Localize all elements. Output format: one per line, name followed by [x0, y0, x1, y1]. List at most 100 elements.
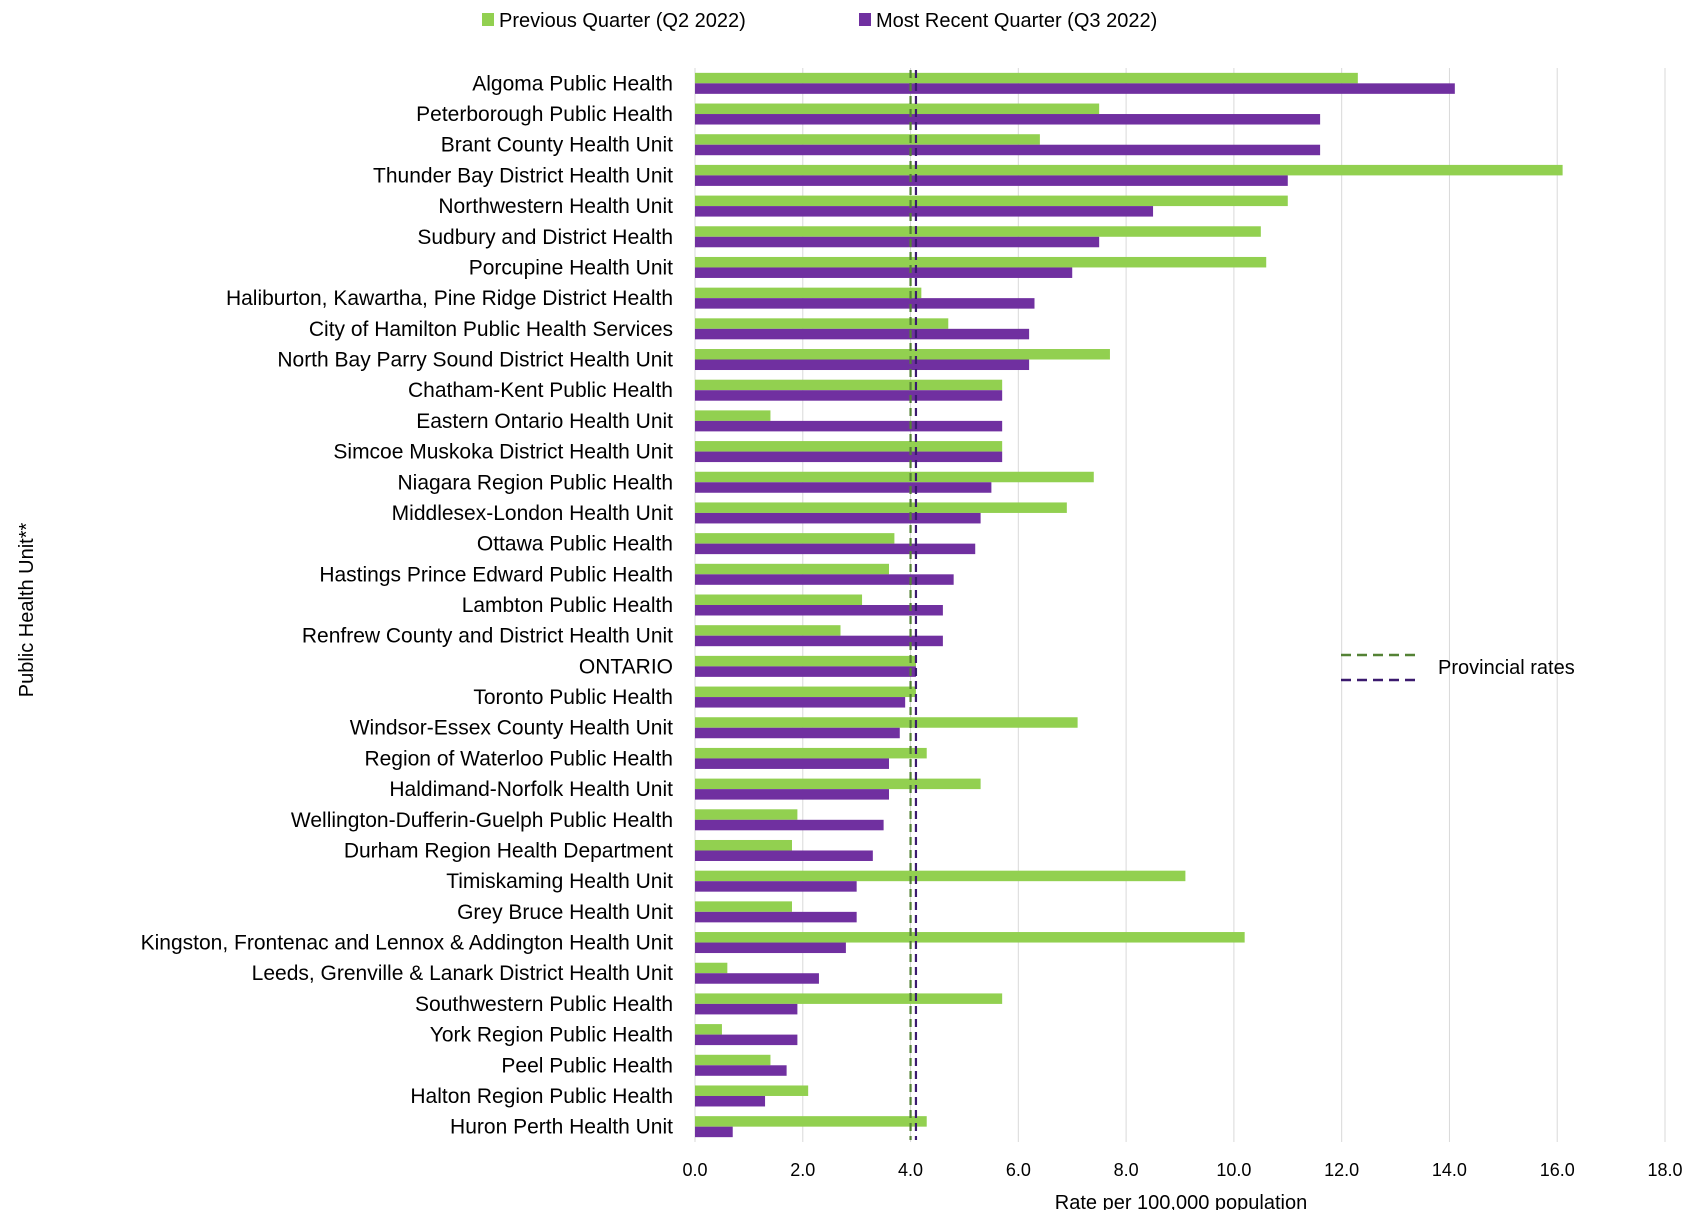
bar-most-recent-quarter-sudbury-and-district-health [695, 236, 1100, 248]
bar-previous-quarter-wellington-dufferin-guelph-public-health [695, 809, 798, 820]
category-label-halton-region-public-health: Halton Region Public Health [410, 1085, 673, 1108]
bar-previous-quarter-grey-bruce-health-unit [695, 901, 792, 912]
bar-previous-quarter-halton-region-public-health [695, 1085, 809, 1096]
category-label-haliburton-kawartha-pine-ridge-district-health: Haliburton, Kawartha, Pine Ridge Distric… [226, 287, 673, 310]
bar-previous-quarter-brant-county-health-unit [695, 134, 1040, 145]
bar-most-recent-quarter-niagara-region-public-health [695, 482, 992, 493]
bar-most-recent-quarter-middlesex-london-health-unit [695, 512, 981, 524]
bar-previous-quarter-hastings-prince-edward-public-health [695, 563, 889, 575]
bar-previous-quarter-durham-region-health-department [695, 839, 792, 851]
bar-most-recent-quarter-toronto-public-health [695, 697, 906, 708]
bar-most-recent-quarter-kingston-frontenac-and-lennox-addington-health-unit [695, 942, 846, 954]
category-label-durham-region-health-department: Durham Region Health Department [344, 839, 673, 862]
category-label-timiskaming-health-unit: Timiskaming Health Unit [446, 870, 673, 893]
x-axis-title: Rate per 100,000 population [1055, 1192, 1307, 1210]
category-label-ottawa-public-health: Ottawa Public Health [477, 533, 673, 556]
legend: Previous Quarter (Q2 2022) Most Recent Q… [482, 10, 1157, 32]
category-label-porcupine-health-unit: Porcupine Health Unit [469, 256, 673, 279]
category-label-niagara-region-public-health: Niagara Region Public Health [398, 471, 674, 494]
bar-most-recent-quarter-porcupine-health-unit [695, 267, 1073, 278]
bar-most-recent-quarter-renfrew-county-and-district-health-unit [695, 635, 943, 647]
category-label-hastings-prince-edward-public-health: Hastings Prince Edward Public Health [319, 563, 673, 586]
bar-most-recent-quarter-algoma-public-health [695, 83, 1455, 94]
legend-label-most-recent-quarter: Most Recent Quarter (Q3 2022) [876, 10, 1157, 32]
x-tick-label: 4.0 [898, 1160, 923, 1180]
bar-most-recent-quarter-eastern-ontario-health-unit [695, 420, 1003, 432]
category-label-windsor-essex-county-health-unit: Windsor-Essex County Health Unit [350, 717, 673, 740]
bar-most-recent-quarter-peel-public-health [695, 1065, 787, 1076]
category-label-renfrew-county-and-district-health-unit: Renfrew County and District Health Unit [302, 625, 673, 648]
bar-previous-quarter-timiskaming-health-unit [695, 870, 1186, 882]
x-tick-label: 16.0 [1540, 1160, 1575, 1180]
bar-most-recent-quarter-peterborough-public-health [695, 114, 1321, 125]
bar-most-recent-quarter-city-of-hamilton-public-health-services [695, 328, 1030, 340]
category-label-region-of-waterloo-public-health: Region of Waterloo Public Health [364, 747, 673, 770]
category-labels: Algoma Public Health Peterborough Public … [141, 72, 674, 1138]
bar-previous-quarter-city-of-hamilton-public-health-services [695, 318, 949, 329]
bar-previous-quarter-renfrew-county-and-district-health-unit [695, 625, 841, 636]
x-tick-label: 6.0 [1006, 1160, 1031, 1180]
category-label-middlesex-london-health-unit: Middlesex-London Health Unit [392, 502, 673, 525]
category-label-ontario: ONTARIO [579, 655, 673, 678]
category-label-haldimand-norfolk-health-unit: Haldimand-Norfolk Health Unit [389, 778, 673, 801]
bar-most-recent-quarter-york-region-public-health [695, 1034, 798, 1046]
bar-previous-quarter-lambton-public-health [695, 594, 863, 605]
bar-most-recent-quarter-huron-perth-health-unit [695, 1126, 733, 1138]
bar-most-recent-quarter-northwestern-health-unit [695, 206, 1154, 217]
category-label-north-bay-parry-sound-district-health-unit: North Bay Parry Sound District Health Un… [277, 349, 673, 372]
bar-most-recent-quarter-southwestern-public-health [695, 1003, 798, 1015]
bar-previous-quarter-haliburton-kawartha-pine-ridge-district-health [695, 287, 922, 299]
bar-most-recent-quarter-leeds-grenville-lanark-district-health-unit [695, 973, 819, 984]
x-tick-label: 0.0 [682, 1160, 707, 1180]
provincial-rates-annotation: Provincial rates [1341, 653, 1575, 682]
bar-previous-quarter-kingston-frontenac-and-lennox-addington-health-unit [695, 932, 1245, 943]
legend-swatch-previous-quarter [482, 13, 494, 26]
bar-previous-quarter-windsor-essex-county-health-unit [695, 717, 1078, 728]
bar-previous-quarter-haldimand-norfolk-health-unit [695, 778, 981, 790]
bar-previous-quarter-niagara-region-public-health [695, 471, 1094, 483]
x-tick-label: 14.0 [1432, 1160, 1467, 1180]
bar-most-recent-quarter-haliburton-kawartha-pine-ridge-district-health [695, 298, 1035, 309]
legend-swatch-most-recent-quarter [859, 13, 871, 26]
bar-previous-quarter-region-of-waterloo-public-health [695, 747, 927, 759]
bar-previous-quarter-peel-public-health [695, 1054, 771, 1066]
bar-most-recent-quarter-windsor-essex-county-health-unit [695, 727, 900, 739]
bar-previous-quarter-sudbury-and-district-health [695, 226, 1261, 237]
bar-previous-quarter-toronto-public-health [695, 686, 916, 698]
bar-previous-quarter-ottawa-public-health [695, 533, 895, 544]
bar-most-recent-quarter-haldimand-norfolk-health-unit [695, 789, 889, 800]
category-label-thunder-bay-district-health-unit: Thunder Bay District Health Unit [373, 164, 673, 187]
bar-previous-quarter-york-region-public-health [695, 1024, 722, 1035]
category-label-city-of-hamilton-public-health-services: City of Hamilton Public Health Services [309, 318, 673, 341]
bar-previous-quarter-leeds-grenville-lanark-district-health-unit [695, 962, 728, 974]
category-label-wellington-dufferin-guelph-public-health: Wellington-Dufferin-Guelph Public Health [291, 809, 673, 832]
bar-most-recent-quarter-halton-region-public-health [695, 1095, 766, 1107]
bar-most-recent-quarter-durham-region-health-department [695, 850, 873, 861]
bar-most-recent-quarter-timiskaming-health-unit [695, 881, 857, 892]
bar-most-recent-quarter-simcoe-muskoka-district-health-unit [695, 451, 1003, 463]
x-tick-label: 10.0 [1216, 1160, 1251, 1180]
bar-most-recent-quarter-hastings-prince-edward-public-health [695, 574, 954, 585]
x-tick-label: 2.0 [790, 1160, 815, 1180]
x-tick-label: 8.0 [1114, 1160, 1139, 1180]
bar-previous-quarter-northwestern-health-unit [695, 195, 1288, 207]
category-label-huron-perth-health-unit: Huron Perth Health Unit [450, 1116, 673, 1139]
x-tick-label: 12.0 [1324, 1160, 1359, 1180]
category-label-algoma-public-health: Algoma Public Health [472, 72, 673, 95]
bar-previous-quarter-chatham-kent-public-health [695, 379, 1003, 391]
category-label-northwestern-health-unit: Northwestern Health Unit [438, 195, 673, 218]
category-label-sudbury-and-district-health: Sudbury and District Health [417, 226, 673, 249]
category-label-brant-county-health-unit: Brant County Health Unit [441, 134, 673, 157]
bar-most-recent-quarter-grey-bruce-health-unit [695, 911, 857, 923]
bar-most-recent-quarter-region-of-waterloo-public-health [695, 758, 889, 769]
reference-lines [909, 70, 918, 1140]
bar-previous-quarter-ontario [695, 655, 916, 667]
category-label-simcoe-muskoka-district-health-unit: Simcoe Muskoka District Health Unit [333, 441, 673, 464]
category-label-kingston-frontenac-and-lennox-addington-health-unit: Kingston, Frontenac and Lennox & Addingt… [141, 932, 674, 955]
bar-most-recent-quarter-ottawa-public-health [695, 543, 976, 555]
category-label-chatham-kent-public-health: Chatham-Kent Public Health [408, 379, 673, 402]
bar-most-recent-quarter-north-bay-parry-sound-district-health-unit [695, 359, 1030, 371]
category-label-peel-public-health: Peel Public Health [501, 1054, 673, 1077]
bar-previous-quarter-eastern-ontario-health-unit [695, 410, 771, 421]
